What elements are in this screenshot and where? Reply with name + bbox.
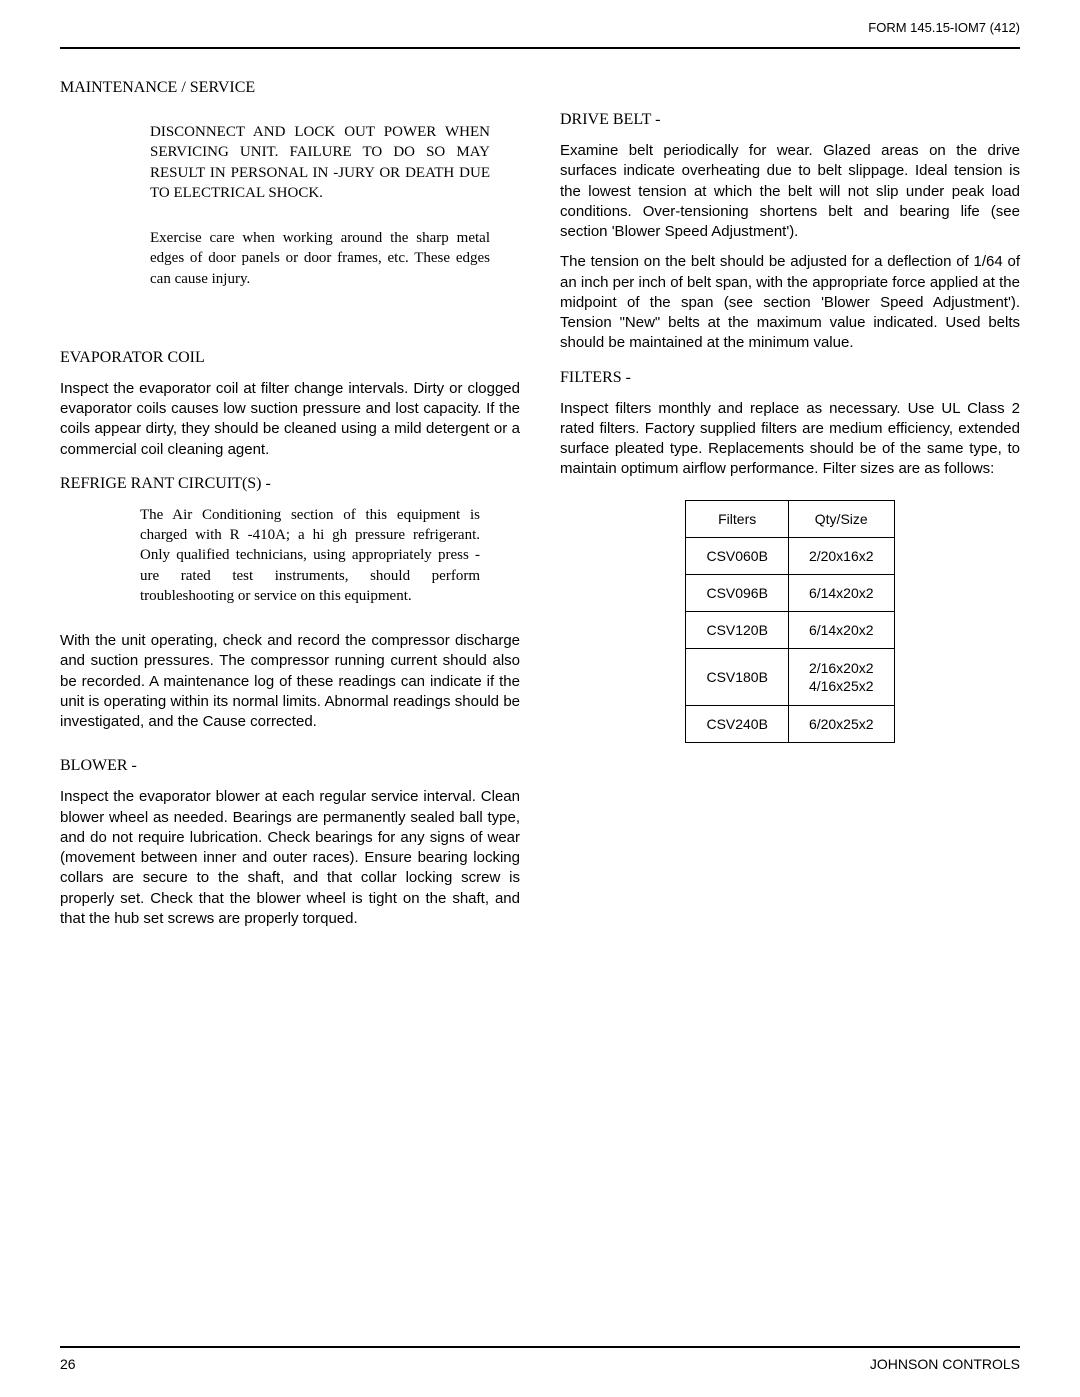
refrigerant-body: With the unit operating, check and recor…: [60, 631, 520, 732]
maintenance-title: MAINTENANCE / SERVICE: [60, 79, 520, 97]
table-cell-size: 6/14x20x2: [788, 574, 894, 611]
footer-rule: [60, 1346, 1020, 1348]
header-form-number: FORM 145.15-IOM7 (412): [60, 20, 1020, 35]
right-column: DRIVE BELT - Examine belt periodically f…: [560, 79, 1020, 939]
table-cell-size: 6/14x20x2: [788, 611, 894, 648]
blower-heading: BLOWER -: [60, 757, 520, 775]
table-header-row: Filters Qty/Size: [686, 500, 894, 537]
table-cell-model: CSV120B: [686, 611, 788, 648]
filters-heading: FILTERS -: [560, 369, 1020, 387]
warning-disconnect: DISCONNECT AND LOCK OUT POWER WHEN SERVI…: [150, 122, 490, 203]
left-column: MAINTENANCE / SERVICE DISCONNECT AND LOC…: [60, 79, 520, 939]
page-footer: 26 JOHNSON CONTROLS: [60, 1346, 1020, 1372]
table-row: CSV096B 6/14x20x2: [686, 574, 894, 611]
evaporator-heading: EVAPORATOR COIL: [60, 349, 520, 367]
table-row: CSV240B 6/20x25x2: [686, 705, 894, 742]
content-columns: MAINTENANCE / SERVICE DISCONNECT AND LOC…: [60, 79, 1020, 939]
table-cell-model: CSV180B: [686, 648, 788, 705]
evaporator-body: Inspect the evaporator coil at filter ch…: [60, 379, 520, 460]
table-cell-model: CSV240B: [686, 705, 788, 742]
table-header-qtysize: Qty/Size: [788, 500, 894, 537]
table-cell-size: 2/16x20x24/16x25x2: [788, 648, 894, 705]
table-row: CSV120B 6/14x20x2: [686, 611, 894, 648]
table-header-filters: Filters: [686, 500, 788, 537]
footer-brand: JOHNSON CONTROLS: [870, 1356, 1020, 1372]
blower-body: Inspect the evaporator blower at each re…: [60, 787, 520, 929]
table-cell-size: 6/20x25x2: [788, 705, 894, 742]
table-row: CSV060B 2/20x16x2: [686, 537, 894, 574]
filters-body: Inspect filters monthly and replace as n…: [560, 399, 1020, 480]
table-cell-model: CSV060B: [686, 537, 788, 574]
table-cell-size: 2/20x16x2: [788, 537, 894, 574]
drive-belt-heading: DRIVE BELT -: [560, 111, 1020, 129]
table-row: CSV180B 2/16x20x24/16x25x2: [686, 648, 894, 705]
drive-belt-body2: The tension on the belt should be adjust…: [560, 252, 1020, 353]
filters-table: Filters Qty/Size CSV060B 2/20x16x2 CSV09…: [685, 500, 894, 743]
refrigerant-heading: REFRIGE RANT CIRCUIT(S) -: [60, 475, 520, 493]
warning-edges: Exercise care when working around the sh…: [150, 228, 490, 289]
refrigerant-warning: The Air Conditioning section of this equ…: [140, 505, 480, 606]
page-number: 26: [60, 1356, 76, 1372]
header-rule: [60, 47, 1020, 49]
drive-belt-body1: Examine belt periodically for wear. Glaz…: [560, 141, 1020, 242]
table-cell-model: CSV096B: [686, 574, 788, 611]
